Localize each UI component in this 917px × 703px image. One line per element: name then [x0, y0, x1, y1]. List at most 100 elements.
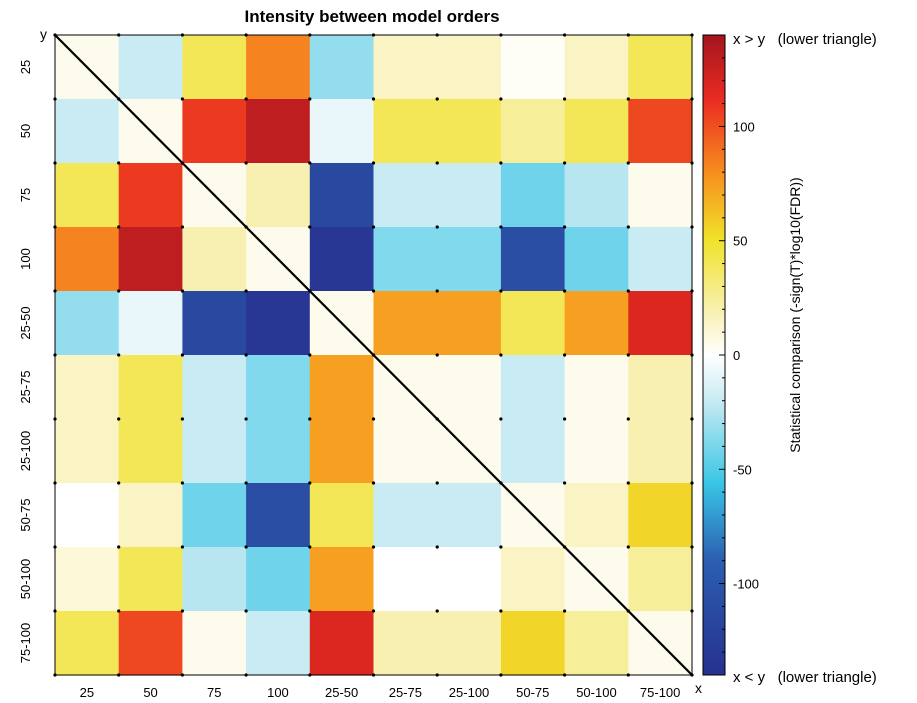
heatmap-cell [628, 483, 693, 548]
grid-dot [563, 353, 567, 357]
grid-dot [563, 225, 567, 229]
grid-dot [180, 97, 184, 101]
heatmap-cell [373, 547, 438, 612]
grid-dot [499, 225, 503, 229]
heatmap-cell [564, 163, 629, 228]
heatmap-cell [182, 355, 247, 420]
heatmap-cell [564, 483, 629, 548]
grid-dot [117, 417, 121, 421]
grid-dot [117, 289, 121, 293]
grid-dot [435, 609, 439, 613]
diagonal-line [54, 34, 693, 676]
heatmap-cell [55, 547, 120, 612]
heatmap-cell [118, 611, 183, 676]
heatmap-cell [500, 99, 566, 164]
grid-dot [117, 353, 121, 357]
grid-dot [117, 225, 121, 229]
heatmap-cell [246, 611, 311, 676]
heatmap-cell [55, 163, 120, 228]
heatmap-cell [628, 227, 693, 292]
heatmap-cell [246, 483, 311, 548]
y-tick-label: 75-100 [18, 623, 33, 663]
grid-dot [117, 545, 121, 549]
heatmap-cell [373, 483, 438, 548]
heatmap-cell [564, 227, 629, 292]
y-tick-label: 50-100 [18, 559, 33, 599]
heatmap-cell [564, 355, 629, 420]
grid-dot [435, 289, 439, 293]
heatmap-cell [500, 611, 566, 676]
x-tick-label: 25-75 [389, 685, 422, 700]
grid-dot [308, 609, 312, 613]
x-tick-label: 25-50 [325, 685, 358, 700]
grid-dot [371, 289, 376, 293]
heatmap-cell [437, 547, 502, 612]
grid-dot [499, 97, 503, 101]
heatmap-cell [628, 355, 693, 420]
y-axis-corner-label: y [40, 26, 47, 42]
colorbar-tick-label: -50 [733, 462, 752, 477]
grid-dot [371, 417, 376, 421]
heatmap-cell [437, 483, 502, 548]
grid-dot [499, 161, 503, 165]
grid-dot [371, 545, 376, 549]
colorbar-bottom-note: x < y (lower triangle) [733, 669, 877, 686]
grid-dot [180, 609, 184, 613]
heatmap-cell [373, 419, 438, 484]
grid-dot [244, 161, 248, 165]
heatmap-cell [437, 163, 502, 228]
colorbar-tick-label: -100 [733, 577, 759, 592]
heatmap-cell [628, 35, 693, 100]
grid-dot [563, 609, 567, 613]
grid-dot [371, 481, 376, 485]
heatmap-cell [309, 483, 375, 548]
grid-dot [371, 609, 376, 613]
y-tick-label: 25-75 [18, 370, 33, 403]
heatmap-cell [55, 99, 120, 164]
heatmap-cell [246, 291, 311, 356]
heatmap-cell [628, 163, 693, 228]
heatmap-cell [564, 35, 629, 100]
x-tick-label: 75 [207, 685, 221, 700]
heatmap-cell [309, 355, 375, 420]
heatmap-cell [55, 355, 120, 420]
grid-dots [53, 33, 694, 677]
heatmap-cell [118, 483, 183, 548]
grid-dot [244, 545, 248, 549]
grid-dot [371, 225, 376, 229]
heatmap-cell [500, 355, 566, 420]
grid-dot [626, 545, 630, 549]
heatmap-cell [437, 355, 502, 420]
grid-dot [435, 97, 439, 101]
plot-frame [54, 34, 693, 676]
y-tick-labels: 25 50 75 100 25-50 25-75 25-100 50-75 50-100 75-1… [18, 60, 33, 663]
grid-dot [244, 97, 248, 101]
x-tick-label: 75-100 [640, 685, 680, 700]
heatmap-cell [628, 99, 693, 164]
heatmap-cell [246, 419, 311, 484]
grid-dot [308, 417, 312, 421]
grid-dot [244, 417, 248, 421]
heatmap-cell [118, 227, 183, 292]
grid-dot [435, 481, 439, 485]
heatmap-cell [309, 227, 375, 292]
grid-dot [435, 225, 439, 229]
grid-dot [626, 97, 630, 101]
colorbar-top-note: x > y (lower triangle) [733, 31, 877, 48]
colorbar-tick-label: 50 [733, 234, 747, 249]
grid-dot [180, 353, 184, 357]
grid-dot [626, 417, 630, 421]
grid-dot [180, 417, 184, 421]
heatmap-cell [437, 227, 502, 292]
y-tick-label: 50-75 [18, 498, 33, 531]
grid-dot [308, 481, 312, 485]
heatmap-cell [55, 291, 120, 356]
heatmap-cell [118, 419, 183, 484]
heatmap-cell [246, 163, 311, 228]
grid-dot [244, 289, 248, 293]
grid-dot [435, 161, 439, 165]
heatmap-cell [118, 291, 183, 356]
grid-dot [435, 353, 439, 357]
heatmap-cell [118, 35, 183, 100]
